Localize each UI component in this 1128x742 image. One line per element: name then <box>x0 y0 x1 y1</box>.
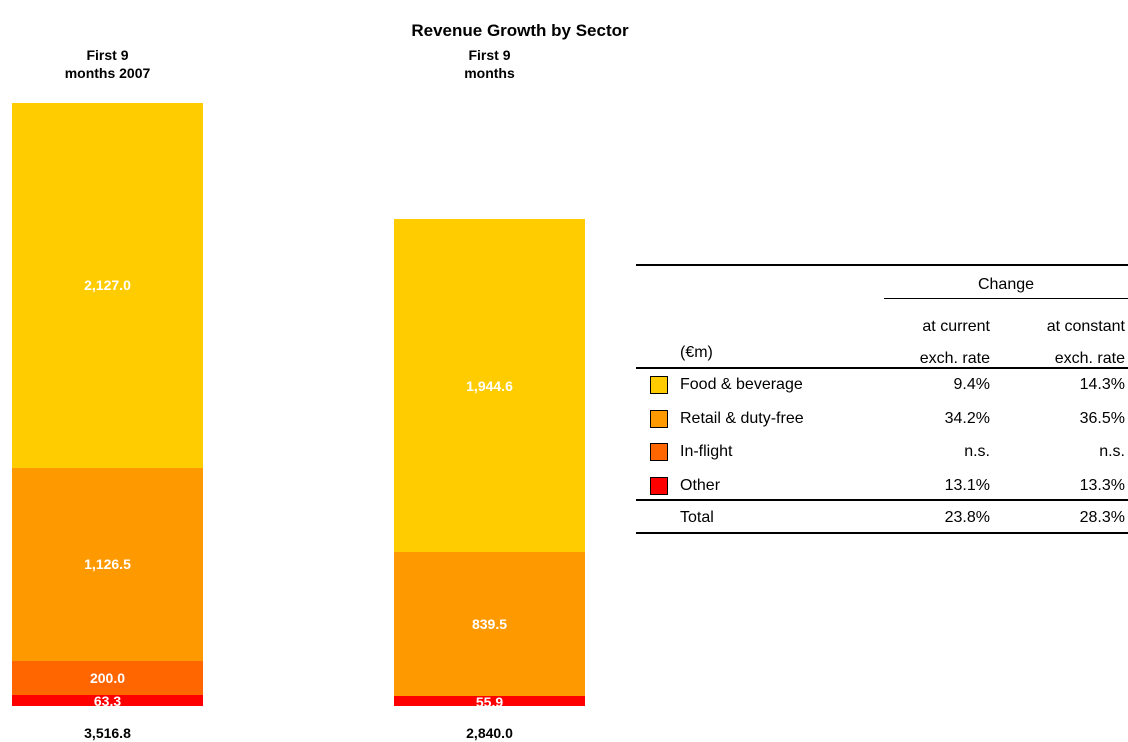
bar-segment <box>12 103 203 468</box>
table-cell: 9.4% <box>953 376 990 393</box>
table-cell: 28.3% <box>1079 509 1125 526</box>
category-label: First 9 months 2007 <box>64 47 151 81</box>
legend-swatch <box>650 409 668 428</box>
table-cell: 36.5% <box>1079 409 1125 427</box>
table-cell: 34.2% <box>944 409 990 427</box>
table-cell: 14.3% <box>1079 376 1125 393</box>
bar-segment <box>12 660 203 696</box>
row-label: In-flight <box>680 443 733 460</box>
column-header: at constant exch. rate <box>1046 318 1125 367</box>
bar-value-label: 2,127.0 <box>84 277 131 294</box>
table-cell: 23.8% <box>944 509 990 526</box>
legend-swatch <box>650 443 668 461</box>
category-label: First 9 months <box>464 47 515 81</box>
column-header: at current exch. rate <box>919 318 990 367</box>
table-cell: 13.1% <box>944 476 990 494</box>
row-label: Retail & duty-free <box>680 409 804 427</box>
unit-label: (€m) <box>680 344 713 361</box>
row-label: Other <box>680 476 721 494</box>
table-rule <box>636 499 1128 501</box>
table-rule <box>884 298 1128 299</box>
table-rule <box>636 264 1128 266</box>
bar-segment <box>394 696 585 706</box>
chart-title: Revenue Growth by Sector <box>411 21 629 40</box>
bar-segment <box>12 695 203 706</box>
bar-segment <box>394 219 585 553</box>
table-cell: n.s. <box>1099 443 1125 460</box>
row-label: Food & beverage <box>680 376 803 393</box>
table-header: Change <box>977 276 1035 293</box>
bar-total-label: 2,840.0 <box>466 725 513 741</box>
table-cell: 13.3% <box>1079 476 1125 494</box>
bar-value-label: 63.3 <box>93 693 122 710</box>
bar-value-label: 1,944.6 <box>466 377 513 394</box>
bar-value-label: 839.5 <box>471 616 508 633</box>
legend-swatch <box>650 476 668 495</box>
bar-segment <box>394 552 585 697</box>
table-rule <box>636 532 1128 534</box>
bar-value-label: 200.0 <box>89 670 126 686</box>
bar-value-label: 55.9 <box>475 694 504 711</box>
total-label: Total <box>680 509 714 526</box>
bar-segment <box>12 467 203 661</box>
table-rule <box>636 367 1128 369</box>
bar-total-label: 3,516.8 <box>84 725 131 741</box>
bar-value-label: 1,126.5 <box>84 556 131 573</box>
legend-swatch <box>650 376 668 394</box>
table-cell: n.s. <box>964 443 990 460</box>
